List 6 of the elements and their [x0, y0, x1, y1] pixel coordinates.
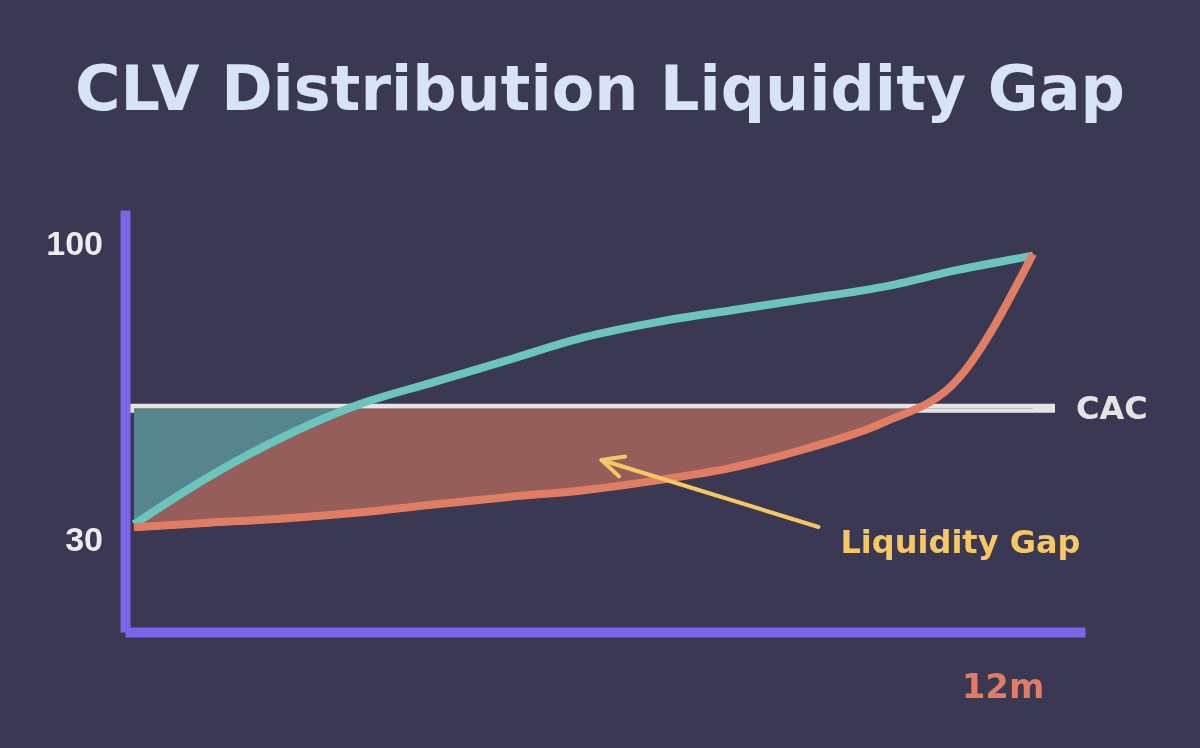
- chart-title: CLV Distribution Liquidity Gap: [75, 52, 1125, 125]
- text: 12m: [961, 666, 1045, 706]
- y-tick-label: 100: [46, 224, 103, 263]
- y-tick-label: 30: [65, 519, 103, 558]
- annotation: Liquidity Gap: [840, 523, 1081, 561]
- ref-line-label: CAC: [1076, 389, 1148, 428]
